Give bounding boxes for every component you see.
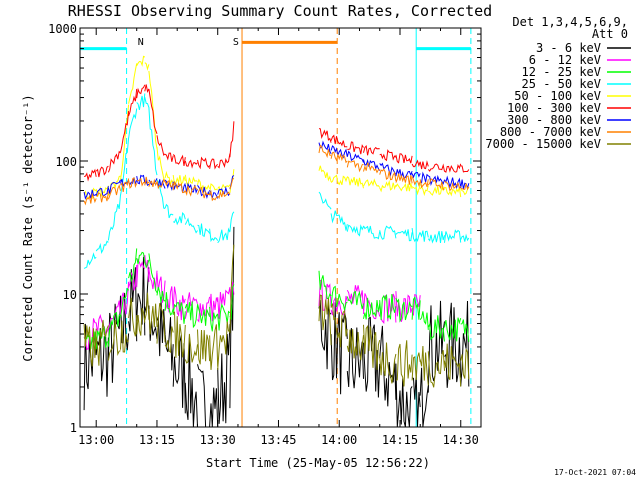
legend-header-line: Det 1,3,4,5,6,9, <box>512 15 628 29</box>
legend-entry-label: 12 - 25 keV <box>522 65 601 79</box>
legend-entry-label: 50 - 100 keV <box>514 89 601 103</box>
axes: 13:00 13:15 13:30 13:45 14:00 14:15 14:30 1 10 10… <box>48 22 481 447</box>
legend-entry-label: 3 - 6 keV <box>536 41 601 55</box>
x-tick-label: 14:00 <box>321 433 357 447</box>
legend-entry-label: 25 - 50 keV <box>522 77 601 91</box>
x-tick-label: 13:30 <box>200 433 236 447</box>
y-axis-label: Corrected Count Rate (s⁻¹ detector⁻¹) <box>21 94 35 361</box>
legend-entry-label: 7000 - 15000 keV <box>485 137 601 151</box>
legend-entry-label: 6 - 12 keV <box>529 53 601 67</box>
x-axis-label: Start Time (25-May-05 12:56:22) <box>206 456 430 470</box>
x-tick-label: 13:15 <box>139 433 175 447</box>
y-tick-label: 100 <box>55 155 77 169</box>
legend-header-line: Att 0 <box>592 27 628 41</box>
x-tick-label: 13:00 <box>78 433 114 447</box>
plot-frame <box>79 27 482 428</box>
series-line-25to50keV <box>83 93 470 269</box>
chart-title: RHESSI Observing Summary Count Rates, Co… <box>68 2 492 20</box>
series-line-800to7000keV <box>83 144 470 206</box>
y-tick-label: 1 <box>70 421 77 435</box>
legend-entry-label: 300 - 800 keV <box>507 113 601 127</box>
footer-timestamp: 17-Oct-2021 07:04 <box>554 468 636 477</box>
legend-entry-label: 800 - 7000 keV <box>500 125 601 139</box>
series-line-7000to15000keV <box>83 244 470 388</box>
series-line-100to300keV <box>83 84 470 182</box>
x-tick-label: 14:15 <box>382 433 418 447</box>
y-tick-label: 1000 <box>48 22 77 36</box>
annotation-n: N <box>138 37 144 48</box>
y-tick-label: 10 <box>63 288 77 302</box>
annotation-s: S <box>233 37 239 48</box>
legend-entry-label: 100 - 300 keV <box>507 101 601 115</box>
x-tick-label: 14:30 <box>443 433 479 447</box>
x-tick-label: 13:45 <box>260 433 296 447</box>
series-line-12to25keV <box>83 248 470 350</box>
